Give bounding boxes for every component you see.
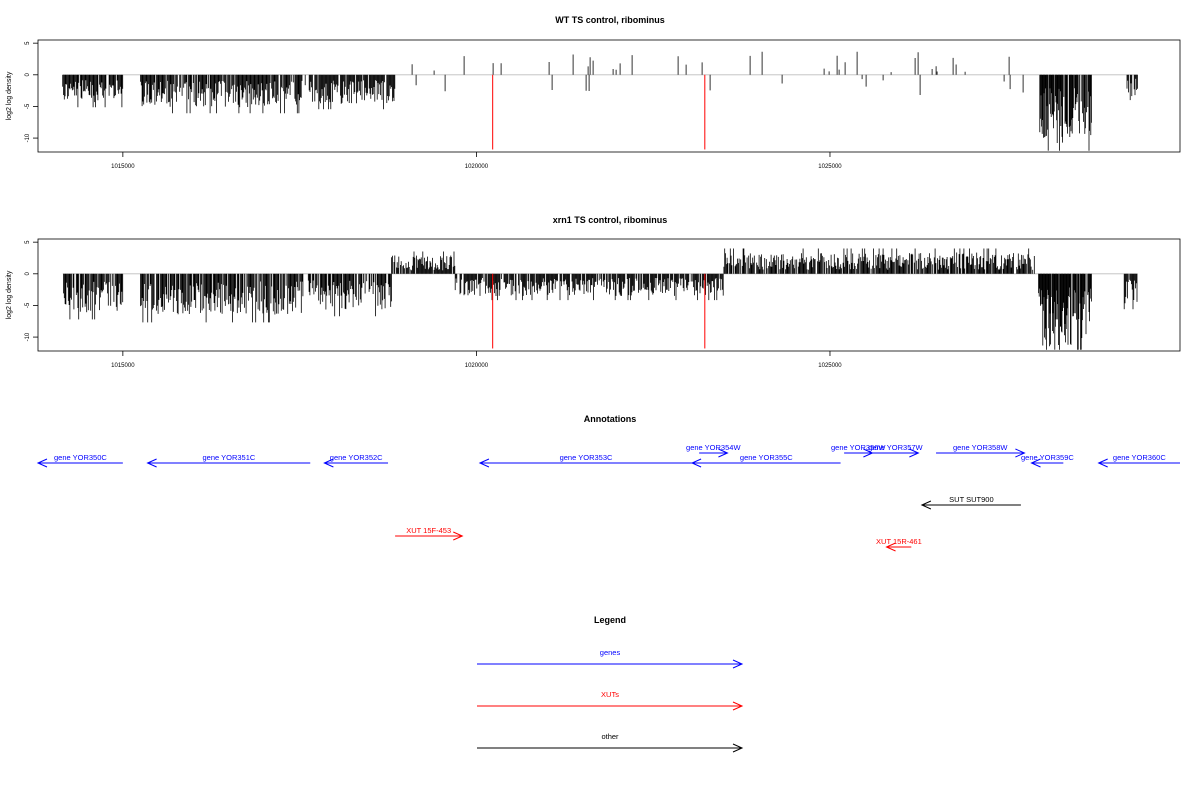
y-tick-label: -5	[25, 302, 31, 308]
wt-track-plot-frame	[37, 39, 1181, 153]
xrn1-track-y-axis-label: log2 log density	[6, 270, 13, 319]
xrn1-track-x-axis: 1015000 1020000 1025000	[111, 351, 842, 369]
feature-label: gene YOR352C	[330, 453, 383, 462]
feature-label: gene YOR360C	[1113, 453, 1166, 462]
wt-track-x-axis: 1015000 1020000 1025000	[111, 152, 842, 170]
annotation-feature: gene YOR350C	[36, 453, 123, 468]
annotation-feature: gene YOR358W	[936, 443, 1026, 458]
feature-arrowhead	[478, 458, 490, 468]
feature-arrowhead	[1015, 448, 1026, 458]
legend-panel: Legend genes XUTs other	[477, 615, 744, 753]
y-tick-label: 0	[25, 271, 31, 275]
y-tick-label: 0	[25, 72, 31, 76]
annotation-feature: gene YOR351C	[146, 453, 311, 468]
legend-item-label: other	[601, 732, 619, 741]
legend-item: XUTs	[477, 690, 744, 711]
feature-label: gene YOR356W	[831, 443, 886, 452]
feature-label: XUT 15F-453	[406, 526, 451, 535]
feature-arrowhead	[453, 531, 464, 541]
feature-arrowhead	[146, 458, 157, 468]
wt-track-y-axis: 5 0 -5 -10	[25, 41, 38, 142]
wt-track-title: WT TS control, ribominus	[555, 15, 665, 25]
legend-item-arrowhead	[732, 743, 744, 753]
feature-label: gene YOR358W	[953, 443, 1008, 452]
xrn1-track-y-axis: 5 0 -5 -10	[25, 240, 38, 341]
x-tick-label: 1025000	[818, 164, 842, 170]
legend-item-label: genes	[600, 648, 621, 657]
xrn1-track-bars	[62, 248, 1138, 350]
x-tick-label: 1025000	[818, 363, 842, 369]
feature-label: SUT SUT900	[949, 495, 993, 504]
y-tick-label: 5	[25, 240, 31, 244]
feature-label: gene YOR354W	[686, 443, 741, 452]
annotation-feature: gene YOR360C	[1097, 453, 1180, 468]
wt-track-panel: WT TS control, ribominus log2 log densit…	[6, 15, 1181, 170]
annotations-title: Annotations	[584, 414, 637, 424]
annotation-features: gene YOR350C gene YOR351C gene YOR352C gene…	[36, 443, 1180, 552]
legend-item-arrowhead	[732, 701, 744, 711]
xrn1-track-title: xrn1 TS control, ribominus	[553, 215, 668, 225]
annotation-feature: gene YOR353C	[478, 453, 693, 468]
feature-label: gene YOR351C	[203, 453, 256, 462]
legend-item-arrowhead	[732, 659, 744, 669]
feature-arrowhead	[718, 448, 729, 458]
feature-arrowhead	[1097, 458, 1108, 468]
x-tick-label: 1015000	[111, 164, 135, 170]
wt-track-y-axis-label: log2 log density	[6, 71, 13, 120]
feature-label: XUT 15R-461	[876, 537, 922, 546]
annotation-feature: gene YOR359C	[1021, 453, 1074, 468]
x-tick-label: 1020000	[465, 164, 489, 170]
feature-arrowhead	[909, 448, 920, 458]
annotation-feature: XUT 15F-453	[395, 526, 464, 541]
feature-label: gene YOR353C	[560, 453, 613, 462]
x-tick-label: 1015000	[111, 363, 135, 369]
xrn1-track-plot-frame	[37, 238, 1181, 352]
annotations-panel: Annotations gene YOR350C gene YOR351C gene…	[36, 414, 1180, 552]
annotation-feature: XUT 15R-461	[876, 537, 922, 552]
feature-label: gene YOR359C	[1021, 453, 1074, 462]
feature-arrowhead	[885, 542, 896, 552]
legend-items: genes XUTs other	[477, 648, 744, 753]
legend-item-label: XUTs	[601, 690, 619, 699]
annotation-feature: SUT SUT900	[920, 495, 1021, 510]
feature-label: gene YOR355C	[740, 453, 793, 462]
y-tick-label: 5	[25, 41, 31, 45]
x-tick-label: 1020000	[465, 363, 489, 369]
annotation-feature: gene YOR352C	[323, 453, 389, 468]
y-tick-label: -5	[25, 103, 31, 109]
feature-arrowhead	[1030, 458, 1041, 468]
feature-label: gene YOR350C	[54, 453, 107, 462]
annotation-feature: gene YOR354W	[686, 443, 741, 458]
legend-item: other	[477, 732, 744, 753]
legend-item: genes	[477, 648, 744, 669]
wt-track-bars	[62, 51, 1138, 151]
legend-title: Legend	[594, 615, 626, 625]
annotation-feature: gene YOR355C	[690, 453, 841, 468]
feature-arrowhead	[690, 458, 702, 468]
xrn1-track-panel: xrn1 TS control, ribominus log2 log dens…	[6, 215, 1181, 369]
feature-arrowhead	[920, 500, 932, 510]
annotation-feature: gene YOR357W	[868, 443, 924, 458]
feature-label: gene YOR357W	[868, 443, 923, 452]
y-tick-label: -10	[25, 133, 31, 142]
feature-arrowhead	[36, 458, 48, 468]
y-tick-label: -10	[25, 332, 31, 341]
feature-arrowhead	[323, 458, 334, 468]
